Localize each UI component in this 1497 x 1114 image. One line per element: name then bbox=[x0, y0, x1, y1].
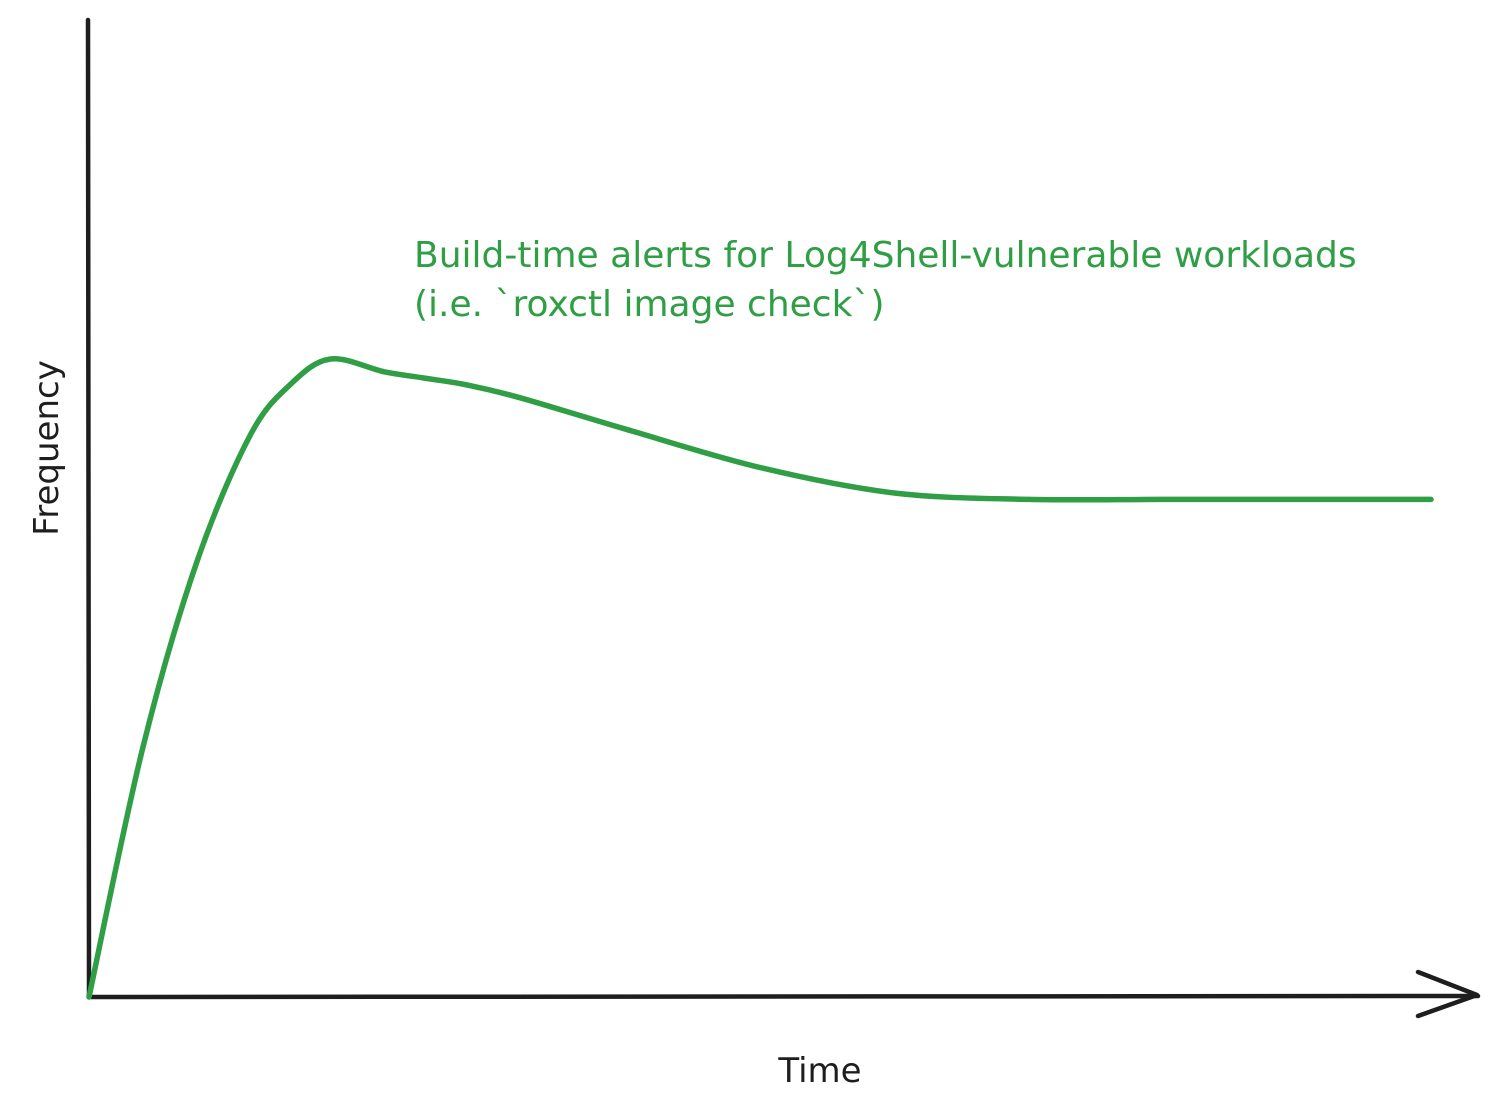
series-layer bbox=[86, 356, 1434, 1000]
series-line-0 bbox=[86, 356, 1434, 1000]
x-axis bbox=[86, 969, 1481, 1019]
x-axis-label: Time bbox=[777, 1051, 861, 1091]
y-axis-label: Frequency bbox=[27, 360, 67, 536]
y-axis-line bbox=[85, 17, 92, 1000]
x-axis-line bbox=[86, 993, 1481, 1000]
annotation-text-line1: Build-time alerts for Log4Shell-vulnerab… bbox=[414, 235, 1357, 276]
y-axis bbox=[85, 17, 92, 1000]
x-axis-arrowhead bbox=[1415, 969, 1480, 1019]
annotation-text-line2: (i.e. `roxctl image check`) bbox=[414, 284, 885, 325]
